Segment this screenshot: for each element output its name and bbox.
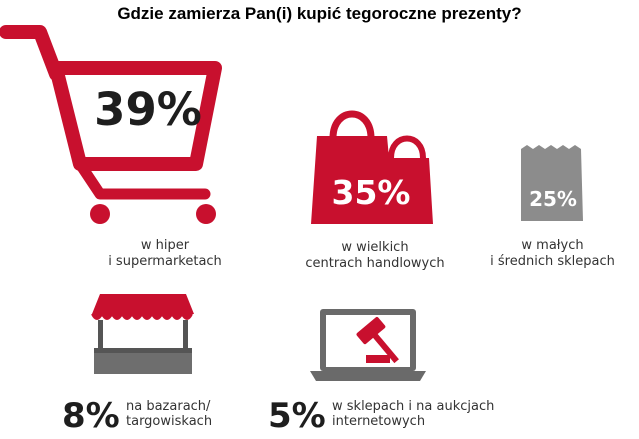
label-small-shops: w małych i średnich sklepach <box>490 238 615 269</box>
label-shopping-centers: w wielkich centrach handlowych <box>305 240 445 271</box>
label-hypermarkets: w hiper i supermarketach <box>108 238 222 269</box>
label-bazaars: na bazarach/ targowiskach <box>126 399 213 429</box>
chart-title: Gdzie zamierza Pan(i) kupić tegoroczne p… <box>117 4 522 23</box>
laptop-gavel-icon <box>310 309 426 381</box>
bags-value: 35% <box>332 173 411 212</box>
shopping-cart-icon: 39% <box>0 25 222 224</box>
market-stall-icon <box>91 294 194 374</box>
receipt-value: 25% <box>529 187 577 211</box>
cart-value: 39% <box>94 83 202 136</box>
shopping-bags-icon: 35% <box>311 110 433 224</box>
receipt-icon: 25% <box>521 145 583 221</box>
value-bazaars: 8% <box>62 396 120 436</box>
label-online: w sklepach i na aukcjach internetowych <box>332 399 495 429</box>
value-online: 5% <box>268 396 326 436</box>
